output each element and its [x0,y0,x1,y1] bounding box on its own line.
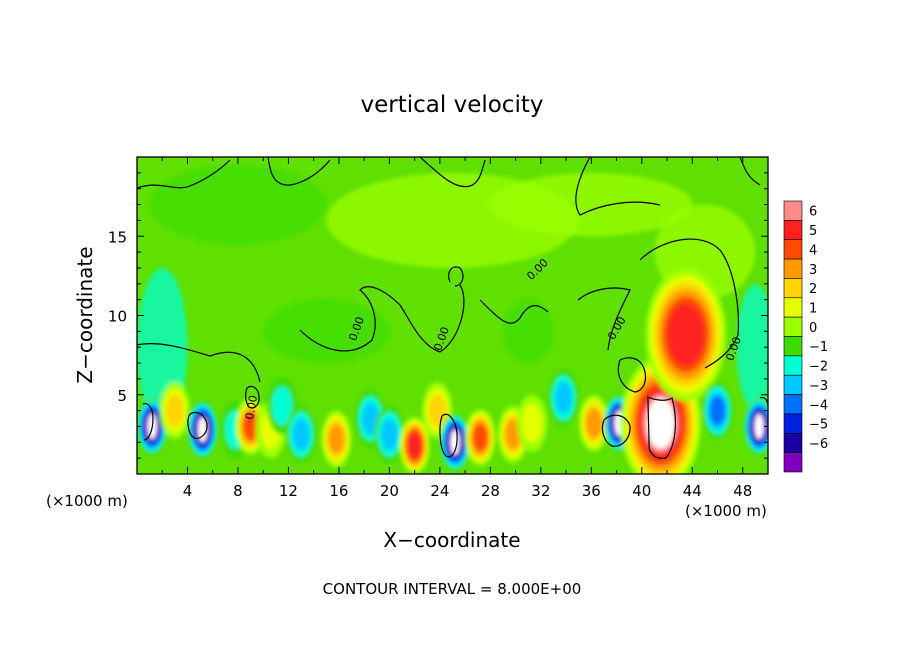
colorbar-swatch [783,297,803,318]
contour-line [419,157,486,188]
y-axis-label: Z−coordinate [73,246,97,383]
chart-title: vertical velocity [361,92,544,118]
colorbar: 6 5 4 3 2 1 0 −1 −2 −3 −4 −5 −6 [783,200,828,473]
x-axis: 4 8 12 16 20 24 28 32 36 40 44 48 [161,157,752,500]
colorbar-swatch [783,200,803,221]
velocity-cell [361,402,380,435]
y-tick-label: 10 [108,308,127,326]
velocity-cell [709,395,726,426]
colorbar-swatch [783,278,803,299]
colorbar-swatch [783,355,803,376]
contour-line [577,287,631,351]
contour-line [137,343,261,383]
contour-line [479,299,549,324]
colorbar-swatch [783,316,803,337]
contour-line [739,157,761,186]
colorbar-label: 1 [809,301,817,316]
colorbar-label: −1 [809,340,828,355]
x-tick-label: 48 [733,482,752,500]
colorbar-label: −6 [809,437,828,452]
background-region [736,283,768,411]
colorbar-label: −2 [809,360,828,375]
colorbar-swatch [783,394,803,415]
velocity-cell [428,394,446,427]
x-tick-label: 4 [183,482,193,500]
y-tick-label: 15 [108,228,127,246]
velocity-cell [586,408,602,438]
colorbar-label: 5 [809,224,817,239]
background-region [263,299,390,364]
contour-line [137,159,231,189]
contour-line [575,157,661,216]
colorbar-label: −5 [809,418,828,433]
saturated-cell [754,413,764,440]
background-region [502,299,554,364]
velocity-cell [166,394,184,427]
x-tick-label: 12 [279,482,298,500]
colorbar-swatch [783,374,803,395]
velocity-cell [505,419,521,449]
x-tick-label: 40 [632,482,651,500]
x-tick-label: 20 [380,482,399,500]
colorbar-label: −4 [809,398,828,413]
colorbar-label: −3 [809,379,828,394]
contour-line [439,413,458,458]
colorbar-label: 0 [809,321,817,336]
colorbar-label: 2 [809,282,817,297]
colorbar-swatch [783,239,803,260]
colorbar-swatch [783,432,803,453]
x-tick-label: 8 [233,482,243,500]
contour-line [187,411,208,439]
plot-area: 0.00 0.000.000.000.000.00 [137,157,768,474]
contour-line [617,357,646,393]
colorbar-swatch [783,258,803,279]
velocity-cell [243,412,258,441]
y-axis: 5 10 15 [108,172,768,459]
velocity-cell [407,432,422,459]
contour-line [601,414,631,447]
contour-line [639,238,739,369]
colorbar-label: 3 [809,263,817,278]
colorbar-swatch [783,452,803,473]
x-tick-label: 16 [329,482,348,500]
contour-line [647,396,676,459]
contour-line [142,403,154,441]
contour-line [448,266,464,287]
colorbar-label: 6 [809,205,817,220]
colorbar-swatch [783,336,803,357]
x-tick-label: 24 [430,482,449,500]
velocity-cell [292,418,310,451]
velocity-cell [380,418,398,451]
contour-value-label: 0.00 [243,394,260,420]
colorbar-swatch [783,413,803,434]
background-region [490,172,693,237]
x-unit-left: (×1000 m) [46,492,128,510]
velocity-cell [472,423,488,452]
contour-line [267,157,331,186]
contour-line [245,385,260,409]
x-unit-right: (×1000 m) [685,502,767,520]
contour-interval-note: CONTOUR INTERVAL = 8.000E+00 [323,580,582,598]
velocity-cell [667,304,705,366]
x-axis-label: X−coordinate [383,528,520,552]
x-tick-label: 28 [481,482,500,500]
background-region [149,164,327,245]
colorbar-label: 4 [809,243,817,258]
velocity-cell [328,424,345,454]
colorbar-swatch [783,220,803,241]
x-tick-label: 44 [683,482,702,500]
y-tick-label: 5 [117,387,127,405]
saturated-cell [198,416,208,443]
saturated-cell [646,397,675,449]
velocity-cell [521,404,543,443]
velocity-cell [554,381,573,415]
x-tick-label: 36 [582,482,601,500]
contour-line [299,284,465,353]
velocity-cell [271,386,293,426]
x-tick-label: 32 [531,482,550,500]
